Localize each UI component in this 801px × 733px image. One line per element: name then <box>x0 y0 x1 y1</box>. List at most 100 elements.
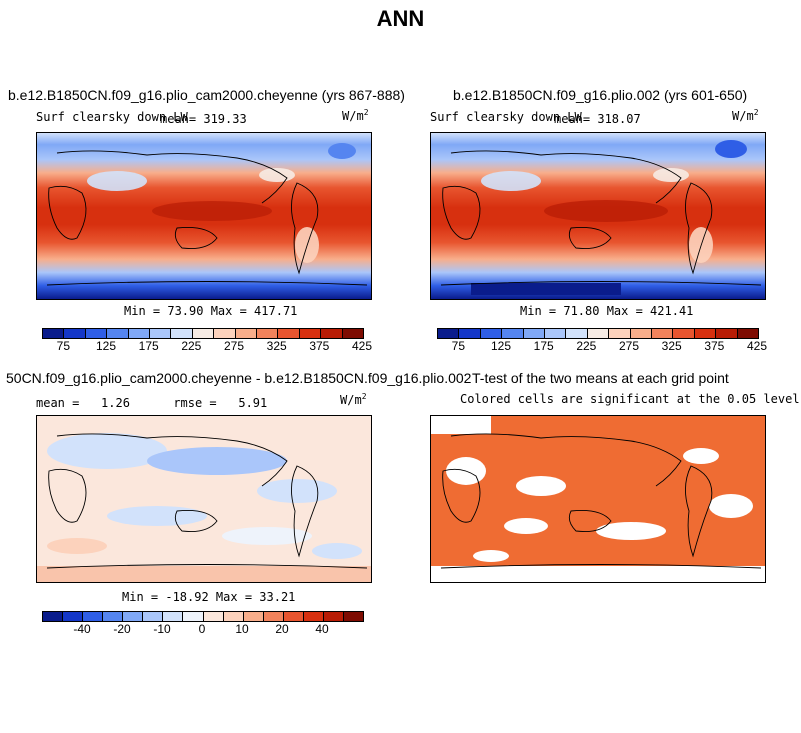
colorbar-top-right-ticks: 75 125 175 225 275 325 375 425 <box>437 339 767 355</box>
panel-top-left-title: b.e12.B1850CN.f09_g16.plio_cam2000.cheye… <box>8 87 405 103</box>
colorbar-tick-label: 225 <box>181 339 202 353</box>
colorbar-bottom-left-swatch <box>63 612 84 621</box>
mean-value: 1.26 <box>101 396 130 410</box>
map-top-right[interactable] <box>430 132 766 300</box>
colorbar-top-right-swatch <box>587 329 610 338</box>
map-top-right-field <box>431 133 765 299</box>
colorbar-top-right-swatch <box>438 329 460 338</box>
colorbar-tick-label: 375 <box>309 339 330 353</box>
map-bottom-left-field <box>37 416 371 582</box>
rmse-label: rmse = <box>173 396 217 410</box>
mean-label: mean = <box>36 396 80 410</box>
panel-top-right-minmax: Min = 71.80 Max = 421.41 <box>520 304 694 318</box>
colorbar-top-right-swatch <box>652 329 674 338</box>
colorbar-top-right-swatch <box>737 329 759 338</box>
colorbar-top-left-swatch <box>64 329 86 338</box>
units-exponent: 2 <box>363 108 369 117</box>
units-text: W/m <box>732 109 754 123</box>
colorbar-tick-label: 325 <box>266 339 287 353</box>
colorbar-tick-label: 10 <box>235 622 249 636</box>
units-exponent: 2 <box>361 392 367 401</box>
panel-top-left-minmax: Min = 73.90 Max = 417.71 <box>124 304 298 318</box>
colorbar-top-left-swatch <box>299 329 322 338</box>
colorbar-bottom-left-swatch <box>123 612 144 621</box>
colorbar-bottom-left-swatch <box>83 612 104 621</box>
panel-bottom-left-title: 50CN.f09_g16.plio_cam2000.cheyenne - b.e… <box>6 370 472 386</box>
rmse-value: 5.91 <box>238 396 268 410</box>
colorbar-top-left-swatch <box>321 329 343 338</box>
colorbar-top-left-swatch <box>150 329 172 338</box>
colorbar-tick-label: 225 <box>576 339 597 353</box>
colorbar-top-right-swatch <box>459 329 481 338</box>
colorbar-bottom-left-swatch <box>183 612 204 621</box>
colorbar-top-right-swatch <box>630 329 653 338</box>
colorbar-top-right-swatch <box>716 329 738 338</box>
colorbar-tick-label: 275 <box>618 339 640 353</box>
colorbar-top-left-swatch <box>171 329 193 338</box>
colorbar-top-left-swatch <box>107 329 129 338</box>
colorbar-tick-label: 40 <box>315 622 329 636</box>
colorbar-bottom-left-swatch <box>303 612 324 621</box>
colorbar-top-left-swatch <box>342 329 364 338</box>
colorbar-bottom-left-swatch <box>163 612 184 621</box>
panel-top-right-mean: mean= 318.07 <box>554 112 641 126</box>
panel-top-left-variable: Surf clearsky down LW <box>36 110 188 124</box>
colorbar-tick-label: 0 <box>198 622 206 636</box>
panel-top-right-variable: Surf clearsky down LW <box>430 110 582 124</box>
colorbar-tick-label: 275 <box>223 339 245 353</box>
colorbar-top-left-swatch <box>235 329 258 338</box>
mean-label: mean= <box>160 112 197 126</box>
colorbar-tick-label: 375 <box>704 339 725 353</box>
mean-value: 319.33 <box>203 112 247 126</box>
panel-bottom-left-units: W/m2 <box>340 392 367 407</box>
colorbar-top-left-ticks: 75 125 175 225 275 325 375 425 <box>42 339 372 355</box>
map-bottom-right-field <box>431 416 765 582</box>
colorbar-top-right-swatch <box>694 329 717 338</box>
colorbar-top-left <box>42 328 364 339</box>
colorbar-bottom-left-swatch <box>203 612 224 621</box>
colorbar-bottom-left-ticks: -40 -20 -10 0 10 20 40 <box>42 622 362 638</box>
colorbar-bottom-left-swatch <box>323 612 344 621</box>
colorbar-tick-label: 75 <box>451 339 466 353</box>
colorbar-bottom-left-swatch <box>103 612 124 621</box>
panel-bottom-left-minmax: Min = -18.92 Max = 33.21 <box>122 590 296 604</box>
colorbar-tick-label: 125 <box>490 339 512 353</box>
colorbar-tick-label: 75 <box>56 339 71 353</box>
colorbar-top-left-swatch <box>43 329 65 338</box>
colorbar-top-right-swatch <box>523 329 546 338</box>
colorbar-tick-label: 425 <box>746 339 768 353</box>
colorbar-top-right-swatch <box>566 329 588 338</box>
colorbar-bottom-left-swatch <box>223 612 244 621</box>
colorbar-bottom-left-swatch <box>43 612 64 621</box>
colorbar-top-left-swatch <box>214 329 236 338</box>
colorbar-tick-label: 125 <box>95 339 117 353</box>
map-top-left-field <box>37 133 371 299</box>
map-bottom-left[interactable] <box>36 415 372 583</box>
map-top-left[interactable] <box>36 132 372 300</box>
units-text: W/m <box>342 109 364 123</box>
colorbar-top-right-swatch <box>673 329 695 338</box>
colorbar-tick-label: 20 <box>275 622 289 636</box>
units-exponent: 2 <box>753 108 759 117</box>
colorbar-tick-label: 425 <box>351 339 373 353</box>
colorbar-bottom-left-swatch <box>243 612 264 621</box>
colorbar-tick-label: 325 <box>661 339 682 353</box>
colorbar-bottom-left-swatch <box>283 612 304 621</box>
mean-label: mean= <box>554 112 591 126</box>
colorbar-top-right-swatch <box>545 329 567 338</box>
colorbar-top-left-swatch <box>278 329 300 338</box>
units-text: W/m <box>340 393 362 407</box>
map-bottom-right[interactable] <box>430 415 766 583</box>
panel-top-right-units: W/m2 <box>732 108 759 123</box>
colorbar-tick-label: 175 <box>533 339 554 353</box>
colorbar-top-right-swatch <box>609 329 631 338</box>
panel-bottom-right-title: T-test of the two means at each grid poi… <box>472 370 729 386</box>
colorbar-tick-label: -10 <box>153 622 171 636</box>
colorbar-top-left-swatch <box>85 329 108 338</box>
mean-value: 318.07 <box>597 112 641 126</box>
colorbar-tick-label: 175 <box>138 339 159 353</box>
colorbar-bottom-left-swatch <box>263 612 284 621</box>
colorbar-bottom-left <box>42 611 364 622</box>
colorbar-top-right-swatch <box>480 329 503 338</box>
colorbar-top-left-swatch <box>128 329 151 338</box>
